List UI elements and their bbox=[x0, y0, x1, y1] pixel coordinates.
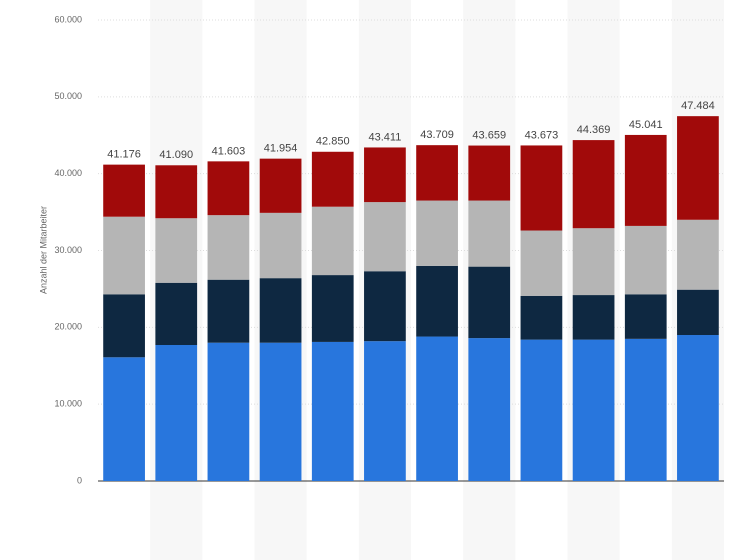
y-tick-label: 40.000 bbox=[54, 168, 82, 178]
bar-segment bbox=[155, 345, 198, 481]
y-tick-label: 30.000 bbox=[54, 245, 82, 255]
bar-segment bbox=[364, 341, 406, 481]
bar-segment bbox=[259, 278, 302, 343]
bar-segment bbox=[155, 165, 198, 219]
bar-segment bbox=[520, 339, 563, 481]
y-tick-label: 60.000 bbox=[54, 14, 82, 24]
y-axis-label: Anzahl der Mitarbeiter bbox=[38, 206, 48, 294]
bar-segment bbox=[468, 200, 511, 267]
bar-segment bbox=[207, 342, 250, 481]
bar-segment bbox=[103, 357, 145, 481]
total-label: 45.041 bbox=[629, 119, 663, 131]
bar-segment bbox=[364, 202, 406, 272]
bar-segment bbox=[677, 219, 719, 290]
bar-segment bbox=[155, 218, 198, 283]
bar-segment bbox=[572, 295, 615, 340]
bar-segment bbox=[207, 215, 250, 280]
bar-segment bbox=[103, 216, 145, 295]
bar-segment bbox=[468, 338, 511, 481]
y-tick-label: 0 bbox=[77, 475, 82, 485]
bar-segment bbox=[624, 134, 667, 226]
total-label: 47.484 bbox=[681, 100, 715, 112]
total-label: 41.090 bbox=[159, 149, 193, 161]
bar-segment bbox=[520, 145, 563, 231]
bar-segment bbox=[624, 294, 667, 339]
total-label: 43.709 bbox=[420, 129, 454, 141]
bar-segment bbox=[416, 336, 458, 481]
bar-segment bbox=[259, 158, 302, 213]
bar-segment bbox=[103, 294, 145, 358]
bar-segment bbox=[311, 341, 354, 481]
bar-segment bbox=[207, 279, 250, 343]
total-label: 41.176 bbox=[107, 149, 141, 161]
bar-segment bbox=[364, 271, 406, 342]
bar-segment bbox=[259, 212, 302, 279]
total-label: 43.673 bbox=[525, 129, 559, 141]
bar-segment bbox=[572, 228, 615, 296]
total-label: 41.603 bbox=[212, 145, 246, 157]
bar-segment bbox=[468, 266, 511, 339]
bar-segment bbox=[259, 342, 302, 481]
bar-segment bbox=[311, 275, 354, 342]
bar-segment bbox=[416, 145, 458, 201]
total-label: 42.850 bbox=[316, 136, 350, 148]
total-label: 44.369 bbox=[577, 124, 611, 136]
total-label: 43.411 bbox=[369, 131, 402, 143]
bar-segment bbox=[207, 161, 250, 216]
bar-segment bbox=[311, 206, 354, 276]
bar-segment bbox=[311, 151, 354, 207]
y-tick-label: 10.000 bbox=[54, 399, 82, 409]
y-tick-label: 20.000 bbox=[54, 322, 82, 332]
bar-segment bbox=[416, 265, 458, 337]
bar-segment bbox=[624, 338, 667, 481]
bar-segment bbox=[364, 147, 406, 203]
bar-segment bbox=[155, 282, 198, 346]
bar-segment bbox=[103, 164, 145, 217]
bar-segment bbox=[677, 289, 719, 336]
bar-segment bbox=[677, 116, 719, 220]
bar-segment bbox=[624, 225, 667, 295]
total-label: 43.659 bbox=[472, 129, 506, 141]
bar-segment bbox=[416, 200, 458, 266]
bar-segment bbox=[520, 295, 563, 340]
bar-segment bbox=[468, 145, 511, 201]
bar-segment bbox=[677, 335, 719, 481]
bar-segment bbox=[520, 230, 563, 296]
total-label: 41.954 bbox=[264, 143, 298, 155]
bar-segment bbox=[572, 339, 615, 481]
bar-segment bbox=[572, 140, 615, 229]
y-tick-label: 50.000 bbox=[54, 91, 82, 101]
